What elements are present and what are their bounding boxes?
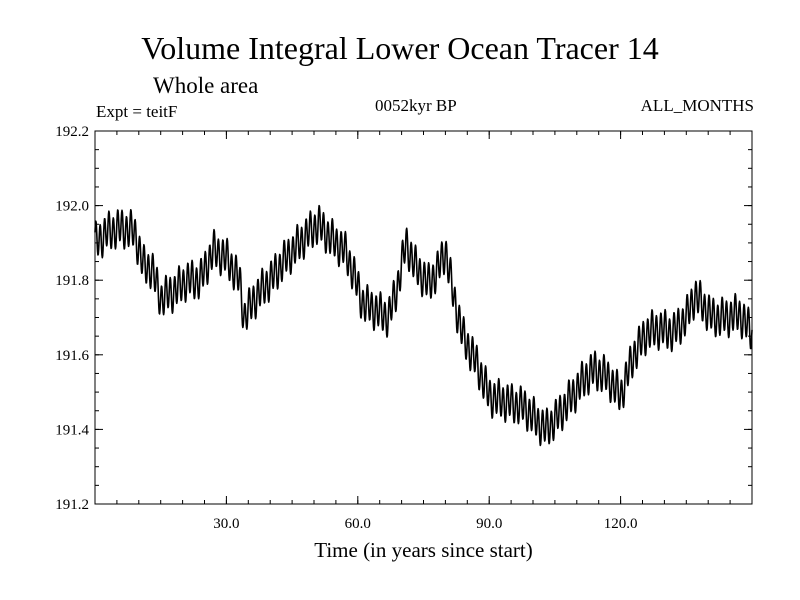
y-tick-label: 192.0 — [55, 199, 89, 215]
x-tick-label: 90.0 — [476, 516, 502, 532]
x-tick-label: 60.0 — [345, 516, 371, 532]
chart-subtitle: Whole area — [153, 73, 259, 98]
period-label: 0052kyr BP — [375, 96, 457, 115]
x-tick-label: 120.0 — [604, 516, 638, 532]
y-tick-label: 191.6 — [55, 348, 89, 364]
series-line — [94, 204, 753, 447]
x-tick-label: 30.0 — [213, 516, 239, 532]
experiment-label: Expt = teitF — [96, 102, 178, 121]
y-axis: 191.2 191.4 191.6 191.8 192.0 192.2 — [55, 124, 752, 513]
y-tick-label: 191.2 — [55, 497, 89, 513]
x-axis: 30.0 60.0 90.0 120.0 — [116, 131, 731, 532]
months-label: ALL_MONTHS — [640, 96, 754, 115]
y-tick-label: 191.4 — [55, 422, 89, 438]
y-tick-label: 191.8 — [55, 273, 89, 289]
x-axis-label: Time (in years since start) — [314, 538, 533, 562]
series-group — [94, 204, 753, 447]
chart-title: Volume Integral Lower Ocean Tracer 14 — [141, 30, 659, 66]
y-tick-label: 192.2 — [55, 124, 89, 140]
